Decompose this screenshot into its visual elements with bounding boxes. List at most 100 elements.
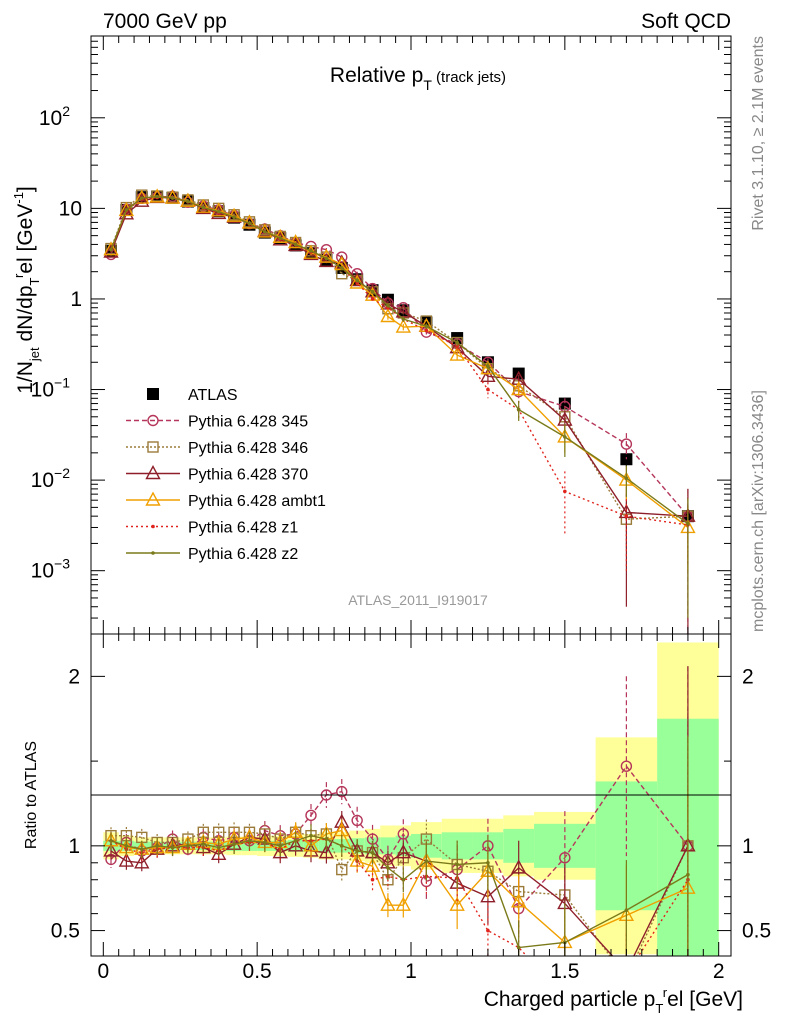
- data-point: [563, 435, 567, 439]
- y-tick-label: 10−2: [31, 465, 71, 492]
- data-point: [139, 847, 144, 852]
- data-point: [620, 760, 633, 772]
- data-point: [486, 364, 490, 369]
- x-tick-label: 0.5: [243, 960, 272, 983]
- y-tick-label: 102: [39, 103, 70, 130]
- data-point: [455, 340, 459, 345]
- ratio-ylabel: Ratio to ATLAS: [23, 741, 40, 849]
- data-point: [278, 844, 283, 848]
- data-point: [155, 844, 159, 848]
- data-point: [186, 844, 190, 848]
- data-point: [324, 837, 329, 841]
- data-point: [287, 837, 304, 852]
- data-point: [134, 854, 150, 869]
- axis-ticks: 10−3 10−2 10−1 1 10 102 0 0.5 1 1.5 2 0.5 0.5 1 1 2 2: [31, 35, 771, 983]
- y-tick-label: 10: [59, 197, 82, 220]
- data-point: [449, 896, 465, 911]
- data-point: [563, 489, 567, 494]
- data-point: [103, 842, 119, 857]
- data-point: [336, 785, 348, 798]
- data-point: [247, 838, 252, 843]
- data-point: [397, 828, 410, 840]
- data-point: [486, 928, 490, 933]
- y-tick-label: 10−3: [31, 556, 71, 583]
- main-ylabel: 1/Njet dN/dpTrel [GeV-1]: [11, 186, 42, 394]
- data-point: [370, 297, 375, 301]
- legend-item: Pythia 6.428 346: [126, 440, 308, 457]
- data-point: [424, 324, 429, 329]
- y-tick-label: 1: [70, 288, 82, 311]
- ratio-y-tick-label: 0.5: [742, 920, 771, 943]
- data-point: [226, 207, 242, 222]
- rivet-label: Rivet 3.1.10, ≥ 2.1M events: [750, 36, 767, 231]
- legend-label: Pythia 6.428 346: [188, 440, 308, 457]
- data-point: [309, 833, 313, 838]
- data-point: [147, 441, 159, 453]
- data-point: [109, 838, 113, 843]
- energy-label: 7000 GeV pp: [103, 10, 227, 33]
- ratio-y-tick-label: 2: [68, 665, 80, 688]
- ratio-series-group: [103, 666, 696, 976]
- main-series-group: [103, 188, 696, 634]
- data-point: [424, 328, 429, 333]
- main-frame: [90, 35, 732, 635]
- data-point: [263, 840, 267, 845]
- data-point: [558, 397, 571, 410]
- data-point: [516, 945, 521, 950]
- ratio-y-tick-label: 1: [68, 835, 80, 858]
- ratio-y-tick-label: 2: [742, 665, 754, 688]
- series-5: [109, 195, 690, 571]
- data-point: [118, 205, 135, 220]
- data-point: [686, 872, 690, 877]
- data-point: [620, 964, 633, 976]
- data-point: [516, 407, 521, 412]
- data-point: [395, 896, 411, 911]
- data-point: [293, 838, 298, 843]
- data-point: [170, 845, 175, 850]
- data-point: [145, 465, 161, 480]
- legend-label: Pythia 6.428 345: [188, 414, 308, 431]
- series-3: [103, 188, 696, 634]
- data-point: [211, 845, 227, 861]
- data-point: [386, 303, 390, 308]
- data-point: [401, 317, 406, 321]
- data-point: [186, 199, 190, 204]
- data-point: [364, 857, 381, 872]
- data-point: [370, 289, 375, 294]
- x-tick-label: 1: [405, 960, 417, 983]
- x-axis-label: Charged particle pTrel [GeV]: [484, 985, 743, 1016]
- data-point: [201, 205, 206, 210]
- data-point: [201, 842, 206, 846]
- data-point: [370, 850, 375, 855]
- legend: ATLAS Pythia 6.428 345 Pythia 6.428 346 Pyt…: [126, 387, 326, 563]
- data-point: [309, 249, 313, 253]
- data-point: [620, 438, 633, 450]
- data-point: [624, 514, 629, 518]
- data-point: [401, 877, 406, 882]
- data-point: [124, 208, 129, 212]
- data-point: [147, 388, 159, 400]
- series-6: [109, 194, 690, 619]
- data-point: [118, 201, 135, 217]
- data-point: [170, 196, 175, 200]
- legend-label: Pythia 6.428 z2: [188, 546, 298, 563]
- data-point: [139, 196, 144, 200]
- data-point: [395, 318, 411, 333]
- data-point: [278, 236, 283, 240]
- data-point: [449, 346, 465, 361]
- data-point: [424, 859, 429, 863]
- data-point: [480, 360, 496, 375]
- data-point: [155, 194, 159, 199]
- data-point: [380, 896, 396, 911]
- ratio-y-tick-label: 0.5: [51, 920, 80, 943]
- data-point: [324, 256, 329, 261]
- chart-title: Relative pT (track jets): [330, 64, 506, 93]
- data-point: [355, 278, 359, 283]
- data-point: [486, 860, 490, 865]
- data-point: [686, 521, 690, 526]
- data-point: [305, 809, 317, 822]
- data-point: [395, 844, 411, 859]
- data-point: [455, 344, 459, 349]
- x-tick-label: 2: [713, 960, 725, 983]
- data-point: [624, 476, 629, 480]
